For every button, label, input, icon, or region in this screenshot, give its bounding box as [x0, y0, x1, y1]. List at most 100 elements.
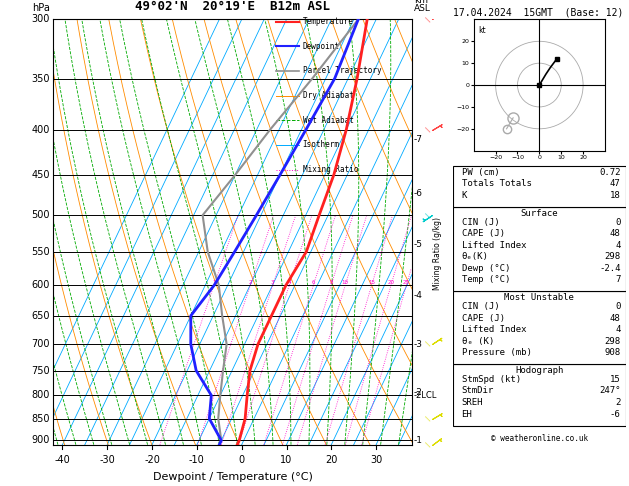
Text: Wet Adiabat: Wet Adiabat: [303, 116, 353, 125]
Text: CAPE (J): CAPE (J): [462, 313, 504, 323]
Text: Dewpoint / Temperature (°C): Dewpoint / Temperature (°C): [153, 472, 313, 482]
Text: -4: -4: [414, 291, 423, 300]
Text: 10: 10: [281, 455, 292, 465]
Text: -40: -40: [55, 455, 70, 465]
Text: -7: -7: [414, 135, 423, 144]
Text: kt: kt: [478, 26, 486, 35]
Text: © weatheronline.co.uk: © weatheronline.co.uk: [491, 434, 588, 443]
Text: 900: 900: [31, 435, 50, 446]
Text: 550: 550: [31, 247, 50, 257]
Text: 1: 1: [213, 280, 216, 285]
Text: 48: 48: [610, 313, 621, 323]
Text: 6: 6: [312, 280, 315, 285]
Text: 48: 48: [610, 229, 621, 238]
Text: hPa: hPa: [32, 3, 50, 13]
Text: StmDir: StmDir: [462, 386, 494, 396]
Text: Dry Adiabat: Dry Adiabat: [303, 91, 353, 100]
Text: 4: 4: [287, 280, 291, 285]
Text: Mixing Ratio (g/kg): Mixing Ratio (g/kg): [433, 217, 442, 290]
Text: 49°02'N  20°19'E  B12m ASL: 49°02'N 20°19'E B12m ASL: [135, 0, 330, 13]
Text: 600: 600: [31, 280, 50, 290]
Text: -2.4: -2.4: [599, 264, 621, 273]
Text: Most Unstable: Most Unstable: [504, 293, 574, 302]
Text: -30: -30: [99, 455, 115, 465]
Text: |: |: [425, 16, 431, 23]
Text: θₑ (K): θₑ (K): [462, 337, 494, 346]
Text: 0.72: 0.72: [599, 168, 621, 177]
Text: 0: 0: [615, 302, 621, 311]
Text: 25: 25: [403, 280, 410, 285]
Text: 2: 2: [248, 280, 252, 285]
Text: |: |: [425, 212, 431, 219]
Text: -2: -2: [414, 388, 423, 398]
Bar: [453, 207, 626, 291]
Text: 3: 3: [271, 280, 275, 285]
Text: 298: 298: [604, 252, 621, 261]
Text: θₑ(K): θₑ(K): [462, 252, 488, 261]
Text: 15: 15: [610, 375, 621, 384]
Text: -20: -20: [144, 455, 160, 465]
Text: K: K: [462, 191, 467, 200]
Text: -5: -5: [414, 240, 423, 249]
Text: 20: 20: [325, 455, 338, 465]
Text: 300: 300: [31, 15, 50, 24]
Text: 20: 20: [387, 280, 394, 285]
Text: CIN (J): CIN (J): [462, 218, 499, 227]
Text: |: |: [425, 126, 431, 133]
Text: Dewpoint: Dewpoint: [303, 42, 340, 51]
Text: 850: 850: [31, 414, 50, 424]
Text: 10: 10: [342, 280, 349, 285]
Text: 500: 500: [31, 210, 50, 220]
Text: 0: 0: [238, 455, 245, 465]
Text: Lifted Index: Lifted Index: [462, 241, 526, 250]
Text: 450: 450: [31, 170, 50, 180]
Text: 0: 0: [615, 218, 621, 227]
Text: -2LCL: -2LCL: [414, 391, 437, 400]
Text: 400: 400: [31, 125, 50, 135]
Text: EH: EH: [462, 410, 472, 418]
Text: 7: 7: [615, 275, 621, 284]
Text: 15: 15: [368, 280, 376, 285]
Text: 18: 18: [610, 191, 621, 200]
Text: Hodograph: Hodograph: [515, 366, 564, 375]
Text: |: |: [425, 415, 431, 422]
Text: -6: -6: [610, 410, 621, 418]
Text: 8: 8: [330, 280, 333, 285]
Text: Pressure (mb): Pressure (mb): [462, 348, 532, 357]
Text: Parcel Trajectory: Parcel Trajectory: [303, 67, 381, 75]
Text: -6: -6: [414, 189, 423, 198]
Text: PW (cm): PW (cm): [462, 168, 499, 177]
Bar: [453, 364, 626, 426]
Bar: [453, 291, 626, 364]
Text: 30: 30: [370, 455, 382, 465]
Text: km
ASL: km ASL: [414, 0, 431, 13]
Text: 298: 298: [604, 337, 621, 346]
Text: 750: 750: [31, 365, 50, 376]
Text: -1: -1: [414, 435, 423, 445]
Text: -10: -10: [189, 455, 205, 465]
Text: 17.04.2024  15GMT  (Base: 12): 17.04.2024 15GMT (Base: 12): [453, 7, 623, 17]
Text: 650: 650: [31, 311, 50, 321]
Text: 4: 4: [615, 241, 621, 250]
Text: Mixing Ratio: Mixing Ratio: [303, 165, 358, 174]
Text: CIN (J): CIN (J): [462, 302, 499, 311]
Text: |: |: [425, 341, 431, 347]
Text: StmSpd (kt): StmSpd (kt): [462, 375, 521, 384]
Text: SREH: SREH: [462, 398, 483, 407]
Text: 47: 47: [610, 179, 621, 189]
Text: |: |: [425, 441, 431, 448]
Text: Totals Totals: Totals Totals: [462, 179, 532, 189]
Text: Surface: Surface: [521, 209, 558, 218]
Text: Isotherm: Isotherm: [303, 140, 340, 149]
Text: Dewp (°C): Dewp (°C): [462, 264, 510, 273]
Text: Lifted Index: Lifted Index: [462, 325, 526, 334]
Text: 700: 700: [31, 339, 50, 349]
Text: 2: 2: [615, 398, 621, 407]
Text: Temp (°C): Temp (°C): [462, 275, 510, 284]
Text: 247°: 247°: [599, 386, 621, 396]
Text: -3: -3: [414, 340, 423, 348]
Text: 800: 800: [31, 390, 50, 400]
Text: 908: 908: [604, 348, 621, 357]
Text: 4: 4: [615, 325, 621, 334]
Text: Temperature: Temperature: [303, 17, 353, 26]
